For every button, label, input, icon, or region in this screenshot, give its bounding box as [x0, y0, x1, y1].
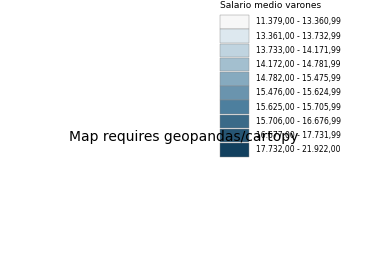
FancyBboxPatch shape	[220, 86, 249, 100]
FancyBboxPatch shape	[220, 44, 249, 57]
Text: 17.732,00 - 21.922,00: 17.732,00 - 21.922,00	[256, 145, 341, 155]
Text: Salario medio varones: Salario medio varones	[220, 1, 321, 9]
FancyBboxPatch shape	[220, 72, 249, 86]
Text: 16.677,00 - 17.731,99: 16.677,00 - 17.731,99	[256, 131, 341, 140]
FancyBboxPatch shape	[220, 129, 249, 143]
Text: 13.361,00 - 13.732,99: 13.361,00 - 13.732,99	[256, 32, 341, 41]
Text: 14.782,00 - 15.475,99: 14.782,00 - 15.475,99	[256, 74, 341, 83]
FancyBboxPatch shape	[220, 115, 249, 128]
Text: Map requires geopandas/cartopy: Map requires geopandas/cartopy	[69, 130, 298, 144]
FancyBboxPatch shape	[220, 100, 249, 114]
Text: 14.172,00 - 14.781,99: 14.172,00 - 14.781,99	[256, 60, 341, 69]
Text: 11.379,00 - 13.360,99: 11.379,00 - 13.360,99	[256, 17, 341, 26]
Text: 13.733,00 - 14.171,99: 13.733,00 - 14.171,99	[256, 46, 341, 55]
FancyBboxPatch shape	[220, 15, 249, 29]
FancyBboxPatch shape	[220, 143, 249, 157]
Text: 15.706,00 - 16.676,99: 15.706,00 - 16.676,99	[256, 117, 341, 126]
Text: 15.476,00 - 15.624,99: 15.476,00 - 15.624,99	[256, 88, 341, 98]
Text: 15.625,00 - 15.705,99: 15.625,00 - 15.705,99	[256, 103, 341, 112]
FancyBboxPatch shape	[220, 29, 249, 43]
FancyBboxPatch shape	[220, 58, 249, 71]
